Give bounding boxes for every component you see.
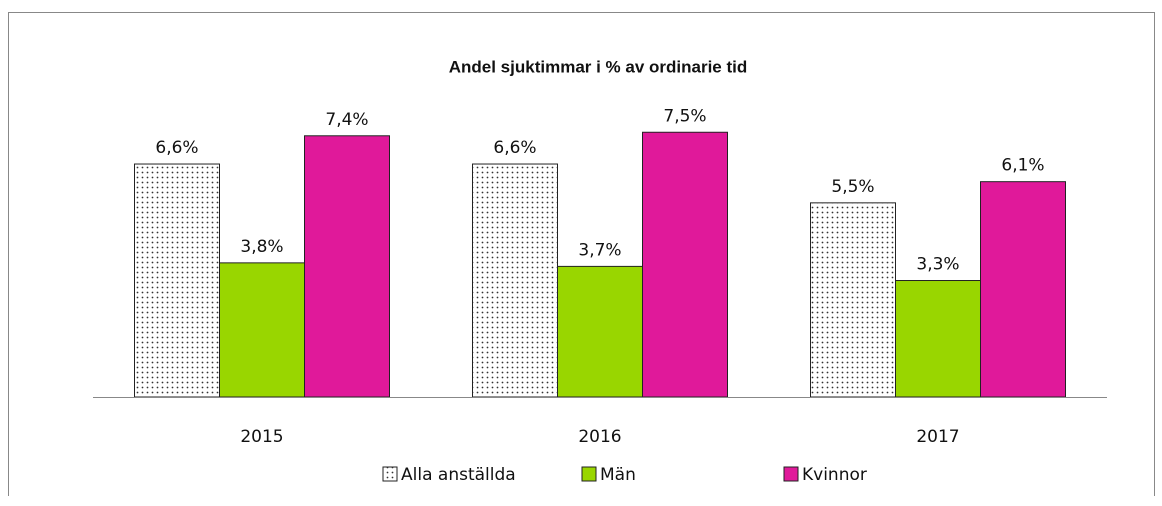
value-label: 7,4% bbox=[325, 110, 368, 130]
frame bbox=[8, 12, 1155, 496]
value-label: 6,6% bbox=[155, 138, 198, 158]
bar bbox=[642, 131, 728, 398]
value-label: 3,3% bbox=[916, 255, 959, 275]
x-tick-label: 2017 bbox=[916, 427, 959, 447]
value-label: 3,7% bbox=[578, 240, 621, 260]
x-tick-label: 2016 bbox=[578, 427, 621, 447]
legend-swatch bbox=[382, 466, 398, 482]
bar bbox=[134, 163, 220, 398]
bar bbox=[810, 202, 896, 398]
bar bbox=[895, 280, 981, 398]
bar bbox=[472, 163, 558, 398]
legend-label: Alla anställda bbox=[401, 465, 516, 485]
bar bbox=[304, 135, 390, 398]
legend-swatch bbox=[783, 466, 799, 482]
value-label: 5,5% bbox=[831, 177, 874, 197]
bar bbox=[557, 265, 643, 398]
legend-label: Män bbox=[600, 465, 636, 485]
bar bbox=[980, 181, 1066, 398]
value-label: 3,8% bbox=[240, 237, 283, 257]
value-label: 6,1% bbox=[1001, 156, 1044, 176]
bar bbox=[219, 262, 305, 398]
value-label: 6,6% bbox=[493, 138, 536, 158]
chart-title: Andel sjuktimmar i % av ordinarie tid bbox=[449, 57, 748, 76]
legend-label: Kvinnor bbox=[802, 465, 867, 485]
legend-swatch bbox=[581, 466, 597, 482]
value-label: 7,5% bbox=[663, 106, 706, 126]
x-tick-label: 2015 bbox=[240, 427, 283, 447]
